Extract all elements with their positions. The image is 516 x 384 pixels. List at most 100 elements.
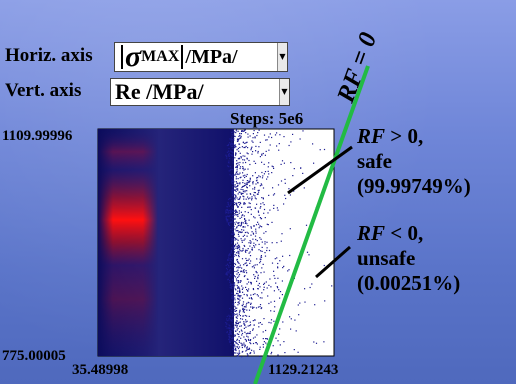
scatter-point	[269, 209, 271, 211]
scatter-point	[255, 244, 257, 246]
vert-axis-select[interactable]: Re /MPa/ ▼	[110, 78, 290, 106]
scatter-point	[246, 320, 248, 322]
scatter-point	[266, 223, 268, 225]
scatter-point	[240, 135, 242, 137]
scatter-point	[234, 344, 236, 346]
scatter-point	[226, 211, 228, 213]
scatter-point	[231, 139, 233, 141]
scatter-point	[226, 219, 228, 221]
scatter-point	[274, 306, 276, 308]
scatter-point	[254, 195, 256, 197]
scatter-point	[231, 154, 233, 156]
scatter-point	[227, 150, 230, 152]
scatter-point	[265, 150, 267, 152]
scatter-point	[242, 182, 244, 184]
scatter-point	[239, 183, 241, 185]
scatter-point	[229, 169, 231, 171]
scatter-point	[234, 335, 236, 337]
scatter-point	[233, 233, 235, 235]
unsafe-annotation: RF < 0, unsafe (0.00251%)	[357, 221, 460, 296]
scatter-point	[250, 260, 252, 262]
scatter-point	[231, 237, 233, 240]
scatter-point	[234, 263, 237, 266]
scatter-point	[229, 286, 231, 289]
scatter-point	[235, 203, 238, 206]
scatter-point	[235, 163, 238, 165]
scatter-point	[247, 332, 249, 334]
scatter-point	[242, 315, 244, 317]
scatter-point	[235, 171, 237, 173]
scatter-point	[236, 313, 238, 315]
scatter-point	[235, 254, 237, 257]
scatter-point	[277, 354, 279, 356]
scatter-point	[247, 354, 249, 356]
scatter-point	[229, 341, 231, 343]
scatter-point	[288, 144, 290, 147]
scatter-point	[227, 212, 229, 214]
scatter-point	[260, 238, 262, 240]
scatter-point	[258, 282, 260, 285]
scatter-point	[241, 288, 243, 290]
scatter-point	[264, 243, 266, 245]
scatter-point	[237, 198, 239, 200]
scatter-point	[280, 180, 283, 182]
scatter-point	[268, 162, 270, 164]
scatter-point	[323, 341, 325, 343]
scatter-point	[244, 155, 246, 157]
scatter-point	[295, 330, 297, 332]
scatter-point	[234, 307, 237, 309]
scatter-point	[234, 238, 237, 240]
scatter-point	[233, 189, 235, 191]
scatter-point	[268, 321, 270, 324]
scatter-point	[237, 346, 239, 348]
scatter-point	[237, 298, 239, 300]
scatter-point	[232, 247, 234, 249]
scatter-point	[229, 262, 231, 264]
scatter-point	[232, 219, 234, 221]
scatter-point	[235, 132, 237, 134]
scatter-point	[231, 182, 233, 184]
scatter-point	[265, 281, 267, 283]
scatter-point	[242, 344, 244, 346]
scatter-point	[257, 150, 259, 153]
scatter-point	[234, 228, 236, 230]
scatter-point	[248, 202, 250, 204]
scatter-point	[234, 324, 236, 326]
scatter-point	[232, 214, 235, 216]
scatter-point	[281, 233, 283, 235]
scatter-point	[258, 191, 260, 193]
dropdown-arrow-icon[interactable]: ▼	[277, 43, 287, 71]
safe-percent: (99.99749%)	[357, 174, 471, 198]
scatter-point	[241, 305, 244, 307]
scatter-point	[240, 231, 242, 234]
horiz-axis-select[interactable]: σ MAX /MPa/ ▼	[114, 42, 288, 72]
scatter-point	[244, 226, 246, 228]
safe-annotation: RF > 0, safe (99.99749%)	[357, 124, 471, 199]
scatter-point	[252, 133, 254, 135]
scatter-point	[235, 347, 237, 349]
scatter-point	[229, 332, 231, 334]
scatter-point	[237, 140, 239, 142]
scatter-point	[231, 252, 233, 254]
scatter-point	[254, 277, 256, 279]
scatter-point	[237, 276, 239, 278]
scatter-point	[255, 238, 257, 241]
scatter-point	[273, 204, 275, 206]
scatter-point	[228, 341, 231, 343]
scatter-point	[232, 146, 234, 148]
scatter-point	[262, 197, 264, 199]
scatter-point	[249, 202, 251, 205]
scatter-point	[246, 294, 248, 296]
scatter-point	[283, 136, 285, 138]
scatter-point	[242, 249, 244, 251]
dropdown-arrow-icon[interactable]: ▼	[279, 79, 289, 105]
scatter-point	[289, 228, 291, 230]
scatter-point	[259, 286, 261, 288]
scatter-point	[268, 284, 270, 286]
scatter-point	[276, 145, 278, 147]
scatter-point	[246, 278, 248, 280]
scatter-point	[264, 252, 266, 254]
scatter-point	[263, 341, 265, 343]
scatter-point	[237, 158, 239, 160]
scatter-point	[282, 267, 284, 269]
